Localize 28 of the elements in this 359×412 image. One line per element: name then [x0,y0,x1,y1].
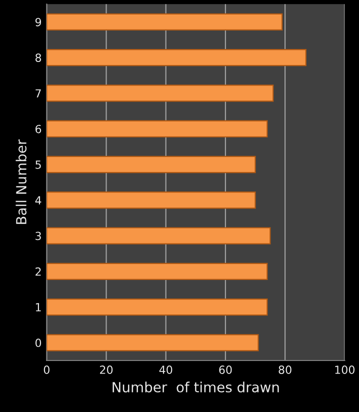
y-tick-label: 3 [36,232,41,240]
x-tick-label: 100 [335,366,355,374]
x-tick-label: 40 [159,366,172,374]
y-tick-label: 9 [35,18,42,26]
y-tick-label: 4 [35,196,42,204]
bar [46,120,268,138]
x-tick-label: 60 [219,366,232,374]
x-axis-title: Number of times drawn [112,382,279,392]
y-tick-label: 5 [36,160,41,169]
bar [46,192,256,209]
bar [46,334,259,352]
y-tick-label: 1 [36,303,41,312]
y-tick-label: 7 [36,89,41,98]
bar [46,227,271,244]
bar [46,156,256,174]
bar [46,84,274,102]
y-tick-label: 8 [35,54,42,62]
x-tick-label: 20 [100,366,113,374]
y-tick-label: 2 [36,267,41,276]
y-tick-label: 6 [36,124,42,134]
x-tick-label: 80 [278,366,292,374]
bar [46,49,306,66]
y-axis-title: Ball Number [16,139,26,224]
bar [46,262,268,280]
y-tick-label: 0 [35,338,42,348]
bar [46,298,268,316]
bar [46,13,283,31]
x-tick-label: 0 [44,366,50,374]
